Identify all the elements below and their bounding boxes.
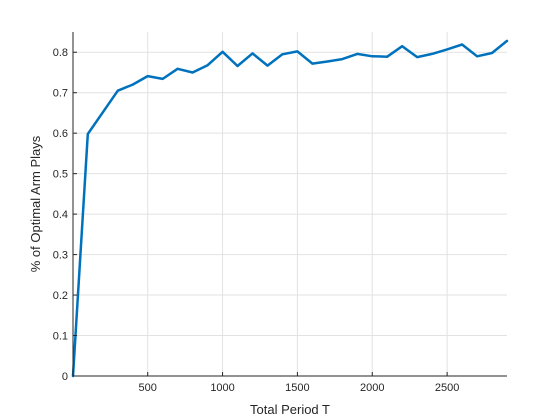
y-tick-label: 0 — [62, 371, 68, 383]
data-point — [371, 55, 374, 58]
data-point — [431, 52, 434, 55]
x-tick-label: 2000 — [360, 382, 384, 394]
data-point — [146, 75, 149, 78]
x-tick-label: 1500 — [285, 382, 309, 394]
x-axis-title: Total Period T — [250, 402, 330, 417]
grid — [73, 32, 507, 376]
data-point — [236, 65, 239, 67]
y-tick-label: 0.4 — [53, 209, 68, 221]
data-point — [491, 52, 493, 54]
y-tick-label: 0.3 — [53, 250, 68, 262]
axes — [72, 32, 507, 377]
data-point — [356, 52, 359, 55]
data-point — [161, 77, 164, 80]
x-tick-label: 1000 — [210, 382, 234, 394]
x-tick-label: 500 — [139, 382, 157, 394]
data-point — [131, 83, 134, 86]
data-point — [266, 64, 269, 67]
plot-area — [73, 32, 507, 376]
y-tick-label: 0.8 — [53, 47, 68, 59]
data-point — [341, 58, 344, 61]
y-axis-title: % of Optimal Arm Plays — [28, 135, 43, 272]
y-tick-label: 0.2 — [53, 290, 68, 302]
data-point — [506, 39, 508, 42]
y-tick-label: 0.5 — [53, 169, 68, 181]
data-point — [191, 71, 194, 74]
data-point — [326, 60, 329, 63]
data-point — [401, 45, 404, 48]
data-point — [416, 56, 419, 59]
data-point — [281, 53, 284, 56]
y-tick-label: 0.1 — [53, 331, 68, 343]
data-point — [386, 55, 389, 58]
data-point — [296, 50, 299, 53]
data-point — [446, 48, 449, 51]
data-point — [86, 133, 89, 135]
ticks: 500 1000 1500 2000 2500 0 0.1 0.2 0.3 0.4 0.5 0.6 0.… — [53, 47, 460, 394]
data-point — [176, 67, 179, 70]
x-tick-label: 2500 — [435, 382, 459, 394]
data-point — [311, 62, 314, 65]
data-point — [206, 64, 209, 67]
data-point — [476, 55, 479, 58]
data-point — [461, 43, 464, 46]
y-tick-label: 0.6 — [53, 128, 68, 140]
y-tick-label: 0.7 — [53, 88, 68, 100]
data-point — [221, 50, 224, 53]
series-layer — [71, 39, 509, 378]
data-point — [116, 89, 119, 92]
data-point — [251, 52, 254, 55]
